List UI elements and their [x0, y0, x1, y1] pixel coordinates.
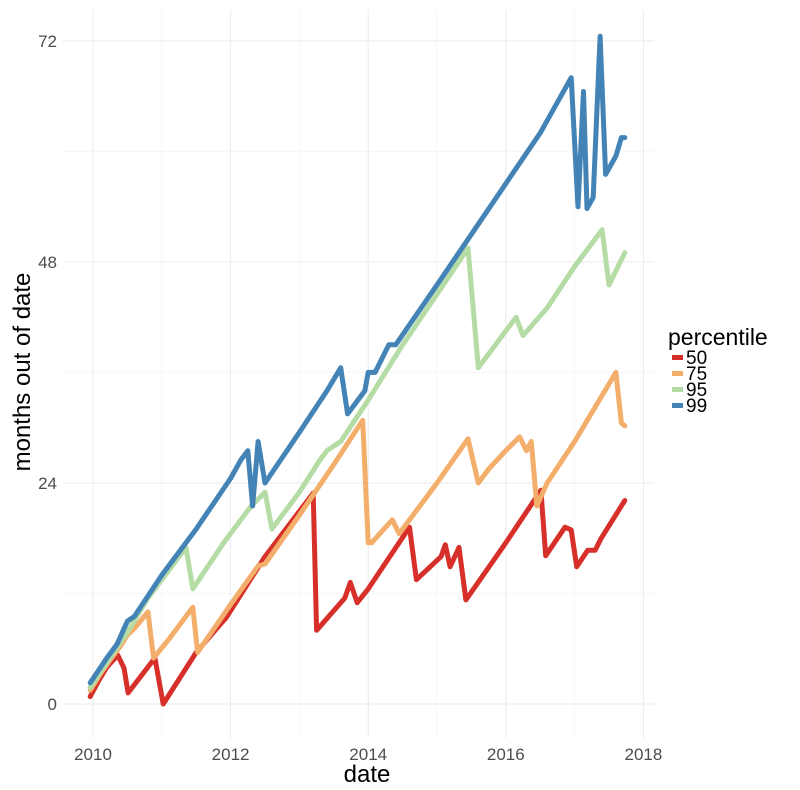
legend-title: percentile	[668, 324, 768, 350]
x-tick-label: 2018	[624, 745, 662, 764]
y-tick-label: 72	[38, 32, 57, 51]
series-line-75	[87, 369, 628, 693]
y-tick-label: 48	[38, 253, 57, 272]
x-axis-ticks: 2010 2012 2014 2016 2018	[74, 745, 662, 764]
legend-label-50: 50	[686, 348, 707, 369]
legend-key-50	[672, 355, 683, 360]
legend-label-95: 95	[686, 380, 707, 401]
legend-key-75	[672, 371, 683, 376]
x-tick-label: 2016	[487, 745, 525, 764]
series-line-99	[87, 33, 628, 686]
x-tick-label: 2010	[74, 745, 112, 764]
x-tick-label: 2012	[212, 745, 250, 764]
series-lines	[87, 33, 628, 707]
y-axis-title: months out of date	[9, 273, 36, 472]
x-tick-label: 2014	[349, 745, 387, 764]
legend-label-99: 99	[686, 396, 707, 417]
x-axis-title: date	[344, 761, 391, 788]
y-tick-label: 24	[38, 474, 57, 493]
legend-label-75: 75	[686, 364, 707, 385]
legend-key-99	[672, 403, 683, 408]
series-line-50	[87, 487, 628, 707]
y-tick-label: 0	[48, 695, 57, 714]
legend-key-95	[672, 387, 683, 392]
series-line-95	[87, 227, 628, 690]
y-axis-ticks: 0 24 48 72	[38, 32, 57, 714]
